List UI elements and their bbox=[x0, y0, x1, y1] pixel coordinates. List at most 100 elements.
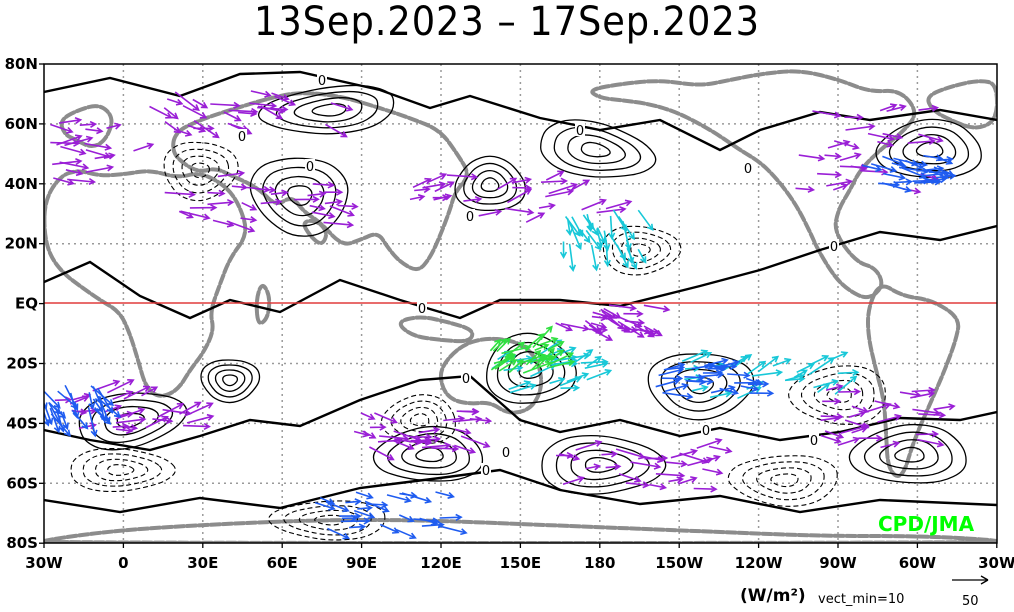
flux-vector bbox=[374, 412, 398, 424]
zero-label: 0 bbox=[318, 74, 326, 89]
contour-line bbox=[580, 141, 611, 158]
flux-vector bbox=[817, 171, 843, 179]
flux-vector bbox=[189, 204, 218, 212]
flux-vector bbox=[808, 355, 830, 367]
reference-vector-value: 50 bbox=[962, 594, 979, 609]
contour-line bbox=[888, 126, 970, 172]
zero-label-background bbox=[481, 463, 491, 476]
flux-vector bbox=[60, 145, 87, 156]
flux-vector bbox=[309, 204, 326, 212]
flux-vector bbox=[702, 369, 724, 377]
flux-vector bbox=[422, 181, 447, 189]
flux-vector bbox=[824, 430, 845, 440]
streamfunction-contours bbox=[44, 70, 997, 541]
flux-vector bbox=[839, 152, 862, 162]
zero-label: 0 bbox=[576, 124, 584, 139]
flux-vector bbox=[418, 426, 441, 434]
flux-vector bbox=[822, 397, 842, 405]
latitude-labels: 80N 60N 40N 20N EQ 20S 40S 60S 80S bbox=[5, 55, 38, 552]
flux-vector bbox=[590, 322, 608, 330]
flux-vector bbox=[323, 221, 355, 229]
flux-vector bbox=[65, 169, 84, 177]
latitude-label: 80S bbox=[6, 534, 38, 552]
flux-vector bbox=[772, 357, 792, 367]
flux-vector bbox=[369, 446, 395, 461]
contour-line bbox=[286, 185, 313, 206]
flux-vector bbox=[615, 315, 643, 328]
flux-vector bbox=[314, 501, 336, 511]
flux-vector bbox=[596, 206, 627, 214]
flux-vector bbox=[67, 177, 97, 186]
longitude-labels: 30W 0 30E 60E 90E 120E 150E 180 150W 120W 90W 60W 30… bbox=[25, 554, 1014, 572]
flux-vector bbox=[668, 476, 685, 484]
flux-vector bbox=[71, 408, 88, 416]
coastline bbox=[171, 91, 469, 272]
contour-line bbox=[409, 413, 430, 427]
flux-vector bbox=[740, 384, 760, 392]
flux-vector bbox=[85, 127, 104, 135]
flux-vector bbox=[727, 371, 751, 379]
contour-line bbox=[875, 118, 982, 179]
flux-vector bbox=[357, 504, 374, 512]
flux-vector bbox=[94, 407, 109, 422]
flux-vector bbox=[545, 188, 575, 198]
flux-vector bbox=[681, 349, 709, 362]
flux-vector bbox=[0, 136, 9, 142]
contour-line bbox=[70, 447, 176, 493]
flux-vector bbox=[312, 181, 336, 189]
flux-vector bbox=[749, 389, 775, 397]
zero-label-background bbox=[461, 371, 471, 384]
zero-label: 0 bbox=[306, 160, 314, 175]
longitude-label: 0 bbox=[118, 554, 128, 572]
flux-vector bbox=[581, 198, 607, 211]
longitude-label: 30W bbox=[978, 554, 1014, 572]
contour-line bbox=[172, 148, 230, 194]
flux-vector bbox=[123, 385, 151, 400]
flux-vector bbox=[696, 438, 723, 449]
contour-line bbox=[258, 84, 395, 135]
flux-vector bbox=[569, 179, 591, 192]
flux-vector bbox=[431, 445, 460, 453]
contour-line bbox=[553, 126, 642, 171]
flux-vector bbox=[910, 390, 936, 399]
contour-line bbox=[163, 141, 239, 202]
flux-vector bbox=[664, 383, 689, 393]
flux-vector bbox=[883, 172, 907, 181]
latitude-label: 60N bbox=[5, 115, 38, 133]
longitude-label: 30W bbox=[25, 554, 63, 572]
flux-vector bbox=[497, 177, 518, 190]
contour-line bbox=[584, 457, 618, 473]
contour-line bbox=[848, 423, 967, 484]
flux-vector bbox=[732, 354, 753, 369]
latitude-label: 40S bbox=[6, 414, 38, 432]
flux-vector bbox=[421, 442, 452, 450]
flux-vector bbox=[115, 416, 147, 424]
flux-vector bbox=[603, 230, 611, 252]
flux-vector bbox=[44, 391, 61, 409]
flux-vector bbox=[84, 142, 113, 151]
flux-vector bbox=[525, 212, 546, 223]
flux-vector bbox=[48, 402, 62, 415]
flux-vector bbox=[796, 362, 816, 374]
flux-vector bbox=[412, 177, 432, 189]
zero-label-background bbox=[417, 301, 427, 314]
longitude-label: 90E bbox=[346, 554, 377, 572]
flux-vector bbox=[223, 111, 242, 122]
longitude-label: 150E bbox=[500, 554, 542, 572]
flux-vector bbox=[463, 195, 483, 204]
flux-vector bbox=[307, 190, 327, 198]
flux-vector bbox=[58, 116, 83, 125]
flux-vector bbox=[670, 448, 699, 459]
flux-vector bbox=[881, 182, 913, 193]
flux-vector bbox=[85, 149, 112, 159]
zero-label-background bbox=[237, 129, 247, 142]
map-title: 13Sep.2023 – 17Sep.2023 bbox=[253, 0, 761, 45]
flux-vector bbox=[837, 368, 860, 377]
reference-vector bbox=[952, 575, 989, 585]
flux-vector bbox=[586, 369, 613, 381]
flux-vector bbox=[798, 154, 826, 162]
flux-vector bbox=[207, 189, 226, 197]
flux-vector bbox=[478, 208, 503, 217]
contour-line bbox=[756, 467, 812, 494]
